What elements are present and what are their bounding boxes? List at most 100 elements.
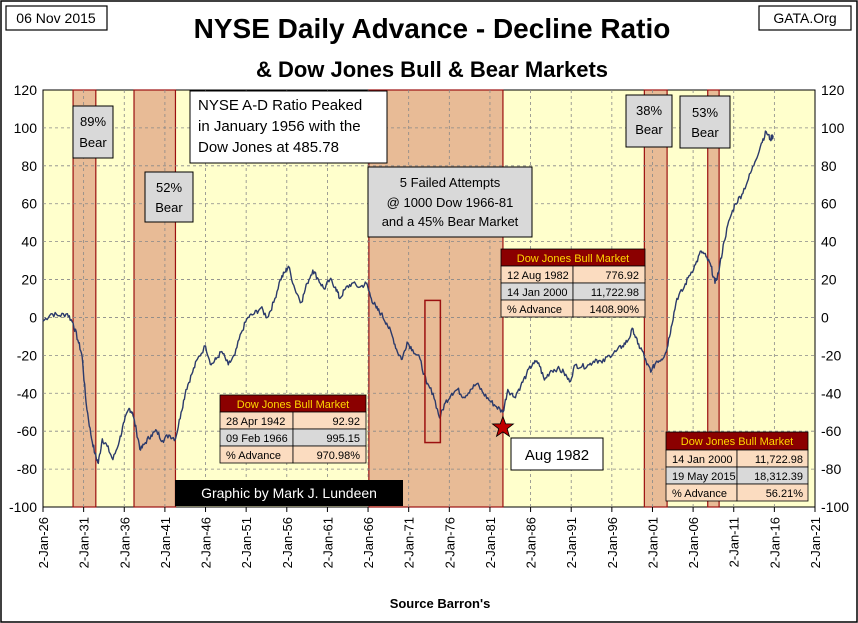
credit-text: Graphic by Mark J. Lundeen [201,485,377,501]
y-tick-label-left: 40 [21,234,37,250]
peak-note: NYSE A-D Ratio Peaked in January 1956 wi… [189,90,388,164]
x-tick-label: 2-Jan-41 [158,517,173,568]
bull-table-1942-r2c1: 09 Feb 1966 [226,433,288,445]
x-tick-label: 2-Jan-11 [727,517,742,567]
bear-label-2000: 38% Bear [625,94,673,148]
bull-table-1982-r3c1: % Advance [507,304,562,316]
date-badge: 06 Nov 2015 [16,10,96,26]
bull-table-2000-r2c1: 19 May 2015 [672,471,736,483]
x-tick-label: 2-Jan-46 [199,517,214,568]
bull-table-1942-r2c2: 995.15 [326,433,360,445]
x-tick-label: 2-Jan-26 [36,517,51,568]
y-tick-label-right: 60 [821,196,837,212]
highlight-box-group [424,299,442,444]
y-tick-label-left: -80 [17,461,37,477]
bull-table-1942-title: Dow Jones Bull Market [237,399,350,411]
bull-table-1982-r1c2: 776.92 [605,270,639,282]
x-tick-label: 2-Jan-01 [645,517,660,568]
y-tick-label-left: -20 [17,347,37,363]
x-tick-label: 2-Jan-76 [442,517,457,568]
y-tick-label-left: 80 [21,158,37,174]
y-tick-label-left: -40 [17,385,37,401]
y-tick-label-left: 60 [21,196,37,212]
x-tick-label: 2-Jan-71 [402,517,417,568]
y-tick-label-right: -80 [821,461,841,477]
x-tick-label: 2-Jan-56 [280,517,295,568]
bull-table-2000-r2c2: 18,312.39 [754,471,803,483]
peak-note-line-2: in January 1956 with the [198,118,361,135]
failed-note-line-3: and a 45% Bear Market [382,214,519,229]
bull-table-2000-r3c1: % Advance [672,488,727,500]
x-tick-label: 2-Jan-06 [686,517,701,568]
x-axis-title: Source Barron's [390,596,491,611]
bull-table-2000-r3c2: 56.21% [766,488,804,500]
y-tick-label-right: -20 [821,347,841,363]
bear-band-1 [72,89,97,508]
bear-label-2007: 53% Bear [679,95,731,149]
chart-title: NYSE Daily Advance - Decline Ratio [194,13,671,44]
star-marker [491,415,515,438]
bear-band-5 [707,89,720,508]
failed-note: 5 Failed Attempts @ 1000 Dow 1966-81 and… [367,166,533,238]
bear-label-1929: 89% Bear [72,105,114,159]
x-axis: 2-Jan-26 2-Jan-31 2-Jan-36 2-Jan-41 2-Jan-46… [36,507,823,568]
peak-note-line-1: NYSE A-D Ratio Peaked [198,97,362,114]
y-tick-label-right: 120 [821,82,845,98]
x-tick-label: 2-Jan-61 [320,517,335,568]
source-badge-box [758,5,852,31]
bear-band-4 [643,89,668,508]
bear-label-2000-word: Bear [635,122,663,137]
aug-1982-label: Aug 1982 [525,447,589,464]
bear-label-1937-pct: 52% [156,180,182,195]
x-tick-label: 2-Jan-96 [605,517,620,568]
bull-table-1942: Dow Jones Bull Market 28 Apr 1942 92.92 … [219,394,367,464]
series-group [42,130,774,465]
bull-table-1982-r2c1: 14 Jan 2000 [507,287,568,299]
bear-market-bands [72,89,720,508]
y-tick-label-right: 40 [821,234,837,250]
peak-note-line-3: Dow Jones at 485.78 [198,139,339,156]
y-tick-label-right: -100 [821,499,849,515]
y-tick-label-right: -60 [821,423,841,439]
bull-table-1982-r3c2: 1408.90% [589,304,639,316]
y-tick-label-right: -40 [821,385,841,401]
source-badge: GATA.Org [773,10,836,26]
bull-table-1942-r1c1: 28 Apr 1942 [226,416,285,428]
bull-table-1982-r2c2: 11,722.98 [591,287,639,299]
bear-label-2007-pct: 53% [692,105,718,120]
y-tick-label-left: -100 [9,499,37,515]
y-tick-label-left: -60 [17,423,37,439]
x-tick-label: 2-Jan-21 [808,517,823,568]
failed-note-line-2: @ 1000 Dow 1966-81 [387,195,514,210]
bear-band-2 [133,89,177,508]
y-tick-label-left: 120 [14,82,38,98]
y-tick-label-right: 80 [821,158,837,174]
x-tick-label: 2-Jan-31 [77,517,92,568]
bear-label-1929-word: Bear [79,135,107,150]
aug-1982-marker [491,415,515,438]
bull-table-1942-r1c2: 92.92 [332,416,360,428]
series-line [42,130,774,465]
y-tick-label-left: 0 [29,309,37,325]
bear-label-2007-word: Bear [691,125,719,140]
date-badge-box [5,5,108,31]
bull-table-2000-r1c2: 11,722.98 [755,454,803,466]
bull-table-1982-title: Dow Jones Bull Market [517,253,630,265]
bull-table-2000-title: Dow Jones Bull Market [681,436,794,448]
bear-band-3 [368,89,504,508]
y-tick-label-right: 100 [821,120,845,136]
y-tick-label-left: 100 [14,120,38,136]
x-tick-label: 2-Jan-51 [239,517,254,568]
x-tick-label: 2-Jan-86 [524,517,539,568]
highlight-box [424,299,442,444]
x-tick-label: 2-Jan-36 [117,517,132,568]
bear-label-2000-pct: 38% [636,103,662,118]
bear-label-1937: 52% Bear [144,171,194,223]
bear-label-1929-pct: 89% [80,114,106,129]
bear-label-1937-word: Bear [155,200,183,215]
bull-table-1942-r3c2: 970.98% [317,450,361,462]
x-tick-label: 2-Jan-81 [483,517,498,568]
y-tick-label-left: 20 [21,272,37,288]
